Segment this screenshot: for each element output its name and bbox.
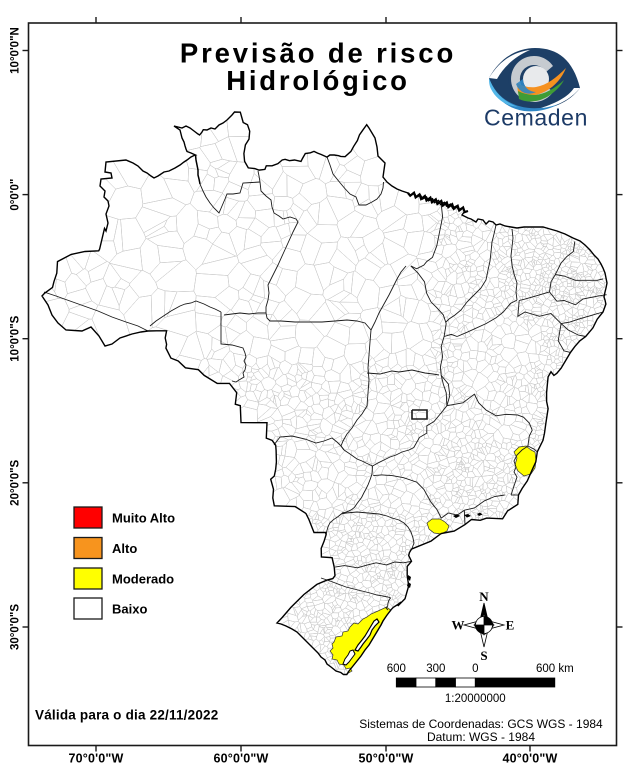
svg-text:Alto: Alto: [112, 541, 137, 556]
svg-text:Sistemas de Coordenadas: GCS W: Sistemas de Coordenadas: GCS WGS - 1984: [359, 717, 603, 731]
svg-text:Datum: WGS - 1984: Datum: WGS - 1984: [427, 730, 535, 744]
svg-text:N: N: [479, 589, 489, 604]
svg-text:1:20000000: 1:20000000: [445, 693, 506, 705]
svg-text:S: S: [480, 648, 487, 663]
svg-text:Cemaden: Cemaden: [484, 105, 588, 131]
svg-text:0: 0: [472, 663, 478, 675]
svg-text:300: 300: [426, 663, 445, 675]
svg-text:Baixo: Baixo: [112, 602, 147, 617]
svg-text:30°0'0"S: 30°0'0"S: [10, 604, 22, 650]
svg-text:70°0'0"W: 70°0'0"W: [68, 752, 123, 766]
svg-text:Hidrológico: Hidrológico: [226, 65, 410, 96]
svg-text:E: E: [506, 618, 515, 633]
svg-text:Muito Alto: Muito Alto: [112, 511, 175, 526]
svg-text:40°0'0"W: 40°0'0"W: [502, 752, 557, 766]
svg-text:W: W: [452, 618, 465, 633]
svg-text:0°0'0": 0°0'0": [10, 179, 22, 211]
svg-text:60°0'0"W: 60°0'0"W: [213, 752, 268, 766]
svg-text:Válida para o dia 22/11/2022: Válida para o dia 22/11/2022: [35, 708, 218, 723]
svg-text:Previsão de risco: Previsão de risco: [180, 38, 456, 69]
svg-text:600 km: 600 km: [536, 663, 574, 675]
svg-text:Moderado: Moderado: [112, 572, 174, 587]
svg-text:10°0'0"N: 10°0'0"N: [10, 27, 22, 74]
svg-text:20°0'0"S: 20°0'0"S: [10, 459, 22, 505]
svg-text:10°0'0"S: 10°0'0"S: [10, 315, 22, 361]
svg-text:600: 600: [387, 663, 406, 675]
svg-text:50°0'0"W: 50°0'0"W: [358, 752, 413, 766]
